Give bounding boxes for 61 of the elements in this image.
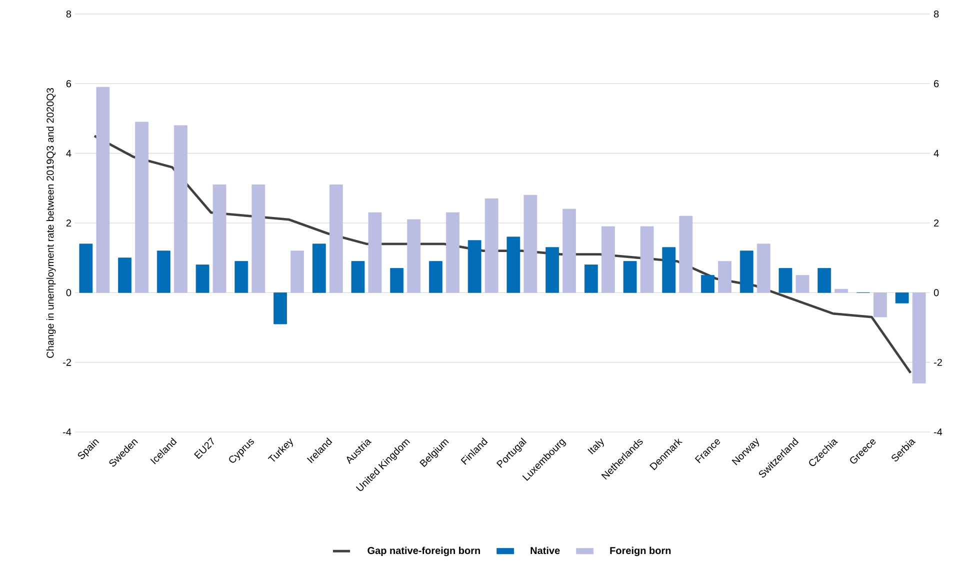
bar (679, 216, 693, 293)
bar (796, 275, 810, 293)
legend-label: Native (530, 546, 560, 554)
y-tick-label: 0 (66, 289, 72, 296)
bar (818, 268, 832, 293)
y-tick-label: 4 (66, 150, 72, 157)
y2-tick-label: 4 (934, 150, 939, 157)
bar (329, 184, 343, 293)
y-tick-label: -2 (63, 358, 71, 366)
y-tick-label: 6 (66, 80, 72, 88)
bar (312, 244, 326, 293)
bar (912, 292, 926, 384)
bar (156, 250, 170, 293)
bar (718, 261, 732, 293)
y-tick-label: 8 (66, 10, 72, 18)
legend-label: Foreign born (610, 546, 671, 556)
bar (601, 226, 615, 293)
legend-label: Gap native-foreign born (368, 546, 480, 556)
bar (468, 240, 482, 293)
bar (351, 261, 365, 293)
bar (390, 268, 404, 293)
bar (524, 194, 538, 293)
bar (234, 261, 248, 293)
bar (429, 261, 442, 293)
bar (368, 212, 382, 293)
bar (756, 244, 770, 293)
bar (778, 268, 792, 293)
bar (407, 219, 421, 293)
bar (96, 86, 110, 293)
bar (662, 247, 676, 293)
bar (701, 275, 714, 293)
bar (506, 236, 520, 293)
bar (546, 247, 559, 293)
bar (196, 264, 210, 293)
bar (274, 292, 287, 324)
bar (834, 288, 848, 293)
y2-tick-label: -4 (934, 428, 942, 436)
bar (290, 250, 304, 293)
bar (895, 292, 909, 304)
bar (79, 244, 93, 293)
bar (584, 264, 598, 293)
bar (623, 261, 637, 293)
y2-tick-label: 2 (934, 220, 939, 226)
bar (640, 226, 654, 293)
y-tick-label: -4 (63, 428, 72, 436)
bar (212, 184, 226, 293)
bar (740, 250, 754, 293)
bar (446, 212, 460, 293)
bar (135, 122, 149, 293)
bar (484, 198, 498, 293)
bar (874, 292, 887, 318)
bar (118, 258, 132, 293)
bar (252, 184, 266, 293)
y2-tick-label: -2 (934, 358, 942, 366)
y2-tick-label: 0 (934, 289, 939, 296)
bar (174, 125, 188, 293)
y-tick-label: 2 (66, 220, 71, 226)
y2-tick-label: 6 (934, 80, 939, 88)
y-axis-title: Change in unemployment rate between 2019Q3 and 2020Q3 (46, 88, 56, 358)
y2-tick-label: 8 (934, 10, 939, 18)
bar (562, 208, 576, 293)
